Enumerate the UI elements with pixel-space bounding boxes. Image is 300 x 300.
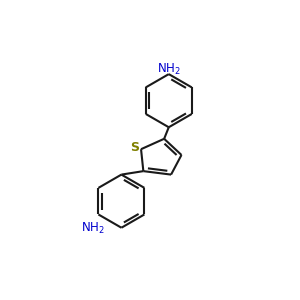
Text: S: S: [130, 141, 139, 154]
Text: NH$_2$: NH$_2$: [81, 221, 104, 236]
Text: NH$_2$: NH$_2$: [157, 62, 181, 77]
